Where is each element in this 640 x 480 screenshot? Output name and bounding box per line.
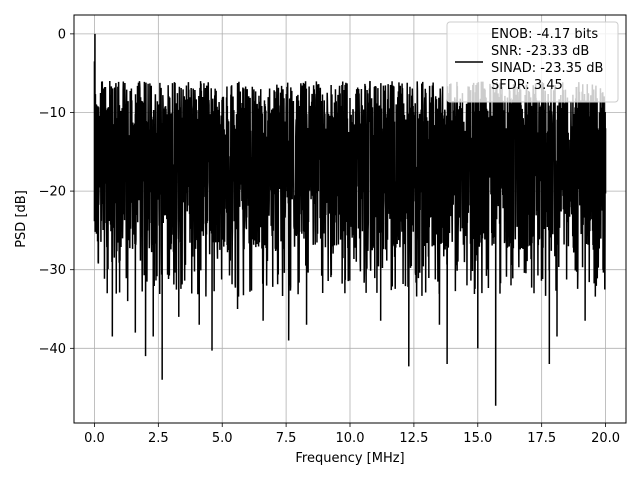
legend-sinad-text: SINAD: -23.35 dB xyxy=(491,61,603,76)
x-axis-ticks: 0.0 2.5 5.0 7.5 10.0 12.5 15.0 17.5 20.0 xyxy=(84,423,620,446)
x-tick-label: 0.0 xyxy=(84,431,105,446)
x-tick-label: 2.5 xyxy=(148,431,169,446)
x-tick-label: 17.5 xyxy=(527,431,556,446)
x-tick-label: 7.5 xyxy=(276,431,297,446)
legend-sfdr-text: SFDR: 3.45 xyxy=(491,78,563,93)
psd-series-line xyxy=(93,33,607,406)
x-tick-label: 5.0 xyxy=(212,431,233,446)
y-tick-label: 0 xyxy=(58,27,66,42)
y-axis-ticks: 0 −10 −20 −30 −40 xyxy=(39,27,74,357)
plot-area xyxy=(93,33,607,406)
legend-box xyxy=(446,21,619,103)
y-tick-label: −30 xyxy=(39,263,66,278)
y-axis-label: PSD [dB] xyxy=(14,190,29,248)
legend-enob-text: ENOB: -4.17 bits xyxy=(491,27,598,42)
x-axis-label: Frequency [MHz] xyxy=(295,451,404,466)
x-tick-label: 15.0 xyxy=(463,431,492,446)
legend: ENOB: -4.17 bits SNR: -23.33 dB SINAD: -… xyxy=(446,21,619,103)
x-tick-label: 12.5 xyxy=(399,431,428,446)
y-tick-label: −40 xyxy=(39,342,66,357)
legend-snr-text: SNR: -23.33 dB xyxy=(491,44,589,59)
x-tick-label: 10.0 xyxy=(336,431,365,446)
x-tick-label: 20.0 xyxy=(591,431,620,446)
y-tick-label: −10 xyxy=(39,106,66,121)
y-tick-label: −20 xyxy=(39,185,66,200)
